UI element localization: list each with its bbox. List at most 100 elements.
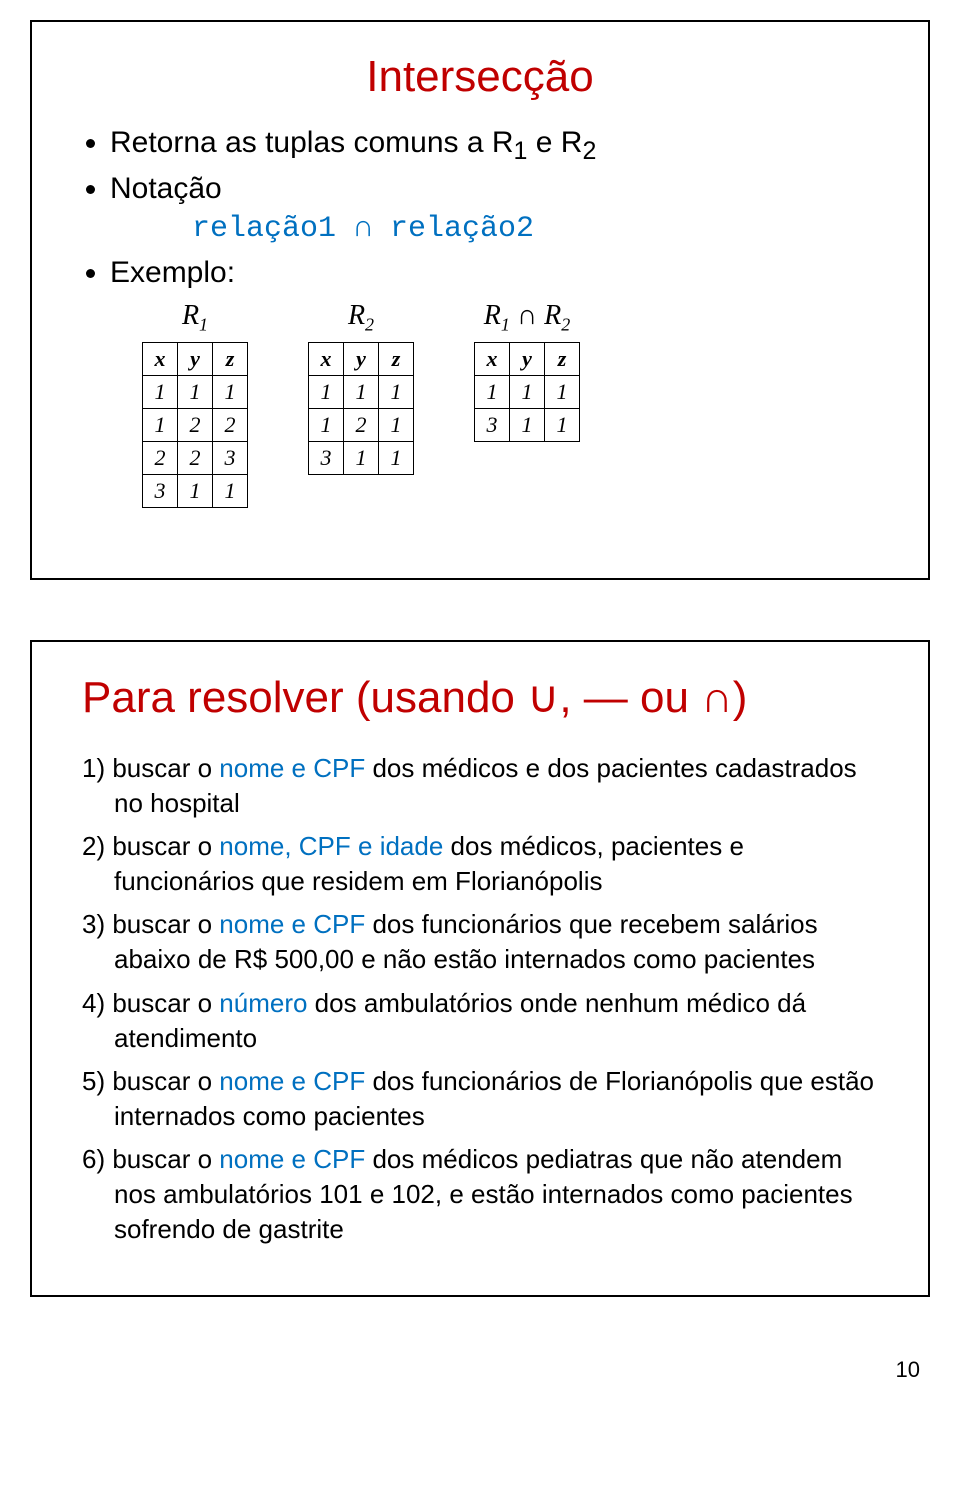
text: 5) buscar o [82,1066,219,1096]
col-z: z [213,342,248,375]
cell: 1 [178,474,213,507]
table-r2-wrap: R2 x y z 111 121 311 [308,300,414,475]
text: R [544,300,561,331]
text: R [348,300,365,331]
cell: 1 [178,375,213,408]
exercise-6: 6) buscar o nome e CPF dos médicos pedia… [82,1142,878,1247]
cell: 1 [510,408,545,441]
table-r2-label: R2 [348,300,374,336]
table-result-label: R1 ∩ R2 [484,300,570,336]
col-z: z [379,342,414,375]
table-r1: x y z 111 122 223 311 [142,342,248,508]
cell: 1 [344,441,379,474]
table-result-wrap: R1 ∩ R2 x y z 111 311 [474,300,580,442]
table-header-row: x y z [309,342,414,375]
table-row: 122 [143,408,248,441]
exercise-5: 5) buscar o nome e CPF dos funcionários … [82,1064,878,1134]
text: 4) buscar o [82,988,219,1018]
slide-interseccao: Intersecção Retorna as tuplas comuns a R… [30,20,930,580]
op: ∩ [510,300,544,331]
bullet-exemplo: Exemplo: [110,256,878,290]
cell: 1 [309,375,344,408]
sub: 1 [514,137,528,165]
sub: 2 [561,315,570,335]
cell: 3 [143,474,178,507]
exercise-1: 1) buscar o nome e CPF dos médicos e dos… [82,751,878,821]
tables-row: R1 x y z 111 122 223 311 R2 [142,300,878,508]
keyword: nome e CPF [219,753,365,783]
page: Intersecção Retorna as tuplas comuns a R… [0,0,960,1443]
keyword: nome e CPF [219,909,365,939]
page-number: 10 [30,1357,930,1383]
table-header-row: x y z [143,342,248,375]
notation-code: relação1 ∩ relação2 [192,212,878,246]
col-z: z [545,342,580,375]
cell: 1 [213,474,248,507]
sub: 2 [365,315,374,335]
cell: 1 [309,408,344,441]
cell: 1 [379,441,414,474]
keyword: número [219,988,307,1018]
text: 3) buscar o [82,909,219,939]
text: Retorna as tuplas comuns a R [110,126,514,159]
slide-para-resolver: Para resolver (usando ∪, ― ou ∩) 1) busc… [30,640,930,1297]
cell: 1 [143,375,178,408]
exercise-list: 1) buscar o nome e CPF dos médicos e dos… [82,751,878,1247]
slide1-title: Intersecção [82,52,878,102]
keyword: nome, CPF e idade [219,831,443,861]
col-y: y [344,342,379,375]
slide1-bullets: Retorna as tuplas comuns a R1 e R2 Notaç… [82,126,878,206]
table-row: 311 [475,408,580,441]
table-row: 111 [309,375,414,408]
cell: 1 [379,375,414,408]
col-y: y [178,342,213,375]
exercise-3: 3) buscar o nome e CPF dos funcionários … [82,907,878,977]
cell: 2 [143,441,178,474]
exercise-4: 4) buscar o número dos ambulatórios onde… [82,986,878,1056]
text: R [182,300,199,331]
cell: 2 [344,408,379,441]
cell: 1 [379,408,414,441]
table-row: 311 [143,474,248,507]
cell: 2 [178,408,213,441]
table-row: 311 [309,441,414,474]
cell: 3 [309,441,344,474]
sub: 1 [199,315,208,335]
cell: 1 [475,375,510,408]
table-row: 111 [143,375,248,408]
text: e R [527,126,582,159]
sub: 2 [582,137,596,165]
keyword: nome e CPF [219,1066,365,1096]
cell: 1 [510,375,545,408]
table-r2: x y z 111 121 311 [308,342,414,475]
text: 2) buscar o [82,831,219,861]
cell: 2 [213,408,248,441]
exercise-2: 2) buscar o nome, CPF e idade dos médico… [82,829,878,899]
cell: 1 [213,375,248,408]
col-x: x [309,342,344,375]
table-result: x y z 111 311 [474,342,580,442]
cell: 1 [143,408,178,441]
slide2-title: Para resolver (usando ∪, ― ou ∩) [82,672,878,723]
table-r1-label: R1 [182,300,208,336]
table-row: 121 [309,408,414,441]
sub: 1 [501,315,510,335]
cell: 3 [213,441,248,474]
text: 6) buscar o [82,1144,219,1174]
table-r1-wrap: R1 x y z 111 122 223 311 [142,300,248,508]
cell: 2 [178,441,213,474]
text: 1) buscar o [82,753,219,783]
slide1-bullets2: Exemplo: [82,256,878,290]
cell: 3 [475,408,510,441]
cell: 1 [344,375,379,408]
table-row: 111 [475,375,580,408]
keyword: nome e CPF [219,1144,365,1174]
bullet-notacao: Notação [110,172,878,206]
table-header-row: x y z [475,342,580,375]
text: R [484,300,501,331]
cell: 1 [545,375,580,408]
col-x: x [143,342,178,375]
col-y: y [510,342,545,375]
cell: 1 [545,408,580,441]
table-row: 223 [143,441,248,474]
